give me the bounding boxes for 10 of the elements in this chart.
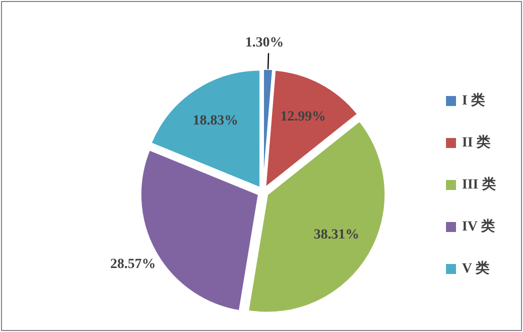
legend-label: IV 类 xyxy=(462,218,495,234)
data-label: 1.30% xyxy=(245,36,284,51)
data-label: 18.83% xyxy=(192,114,238,129)
legend-label: I 类 xyxy=(462,92,485,108)
legend-label: III 类 xyxy=(462,176,496,192)
data-label: 12.99% xyxy=(280,109,326,124)
legend-label: II 类 xyxy=(462,134,490,150)
data-label: 38.31% xyxy=(314,228,360,243)
legend-label: V 类 xyxy=(462,260,490,276)
data-label: 28.57% xyxy=(110,257,156,272)
